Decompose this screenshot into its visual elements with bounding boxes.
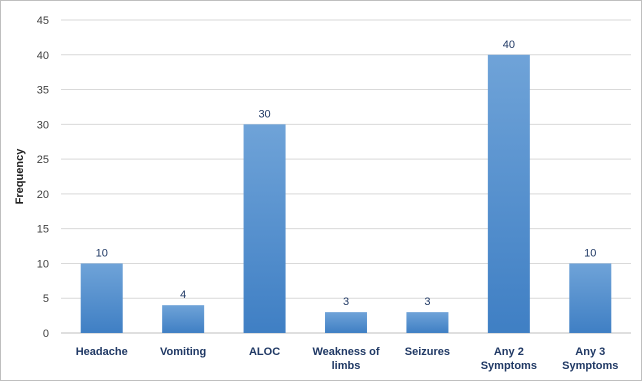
bar bbox=[487, 54, 530, 334]
category-label: Weakness of bbox=[312, 346, 379, 358]
category-label: ALOC bbox=[249, 346, 280, 358]
category-label: Symptoms bbox=[481, 360, 537, 372]
x-axis-categories: Headache Vomiting ALOC Weakness of limbs Seiz… bbox=[76, 346, 619, 372]
y-axis-ticks: 0 5 10 15 20 25 30 35 40 45 bbox=[37, 15, 49, 340]
category-label: Vomiting bbox=[160, 346, 206, 358]
bar bbox=[80, 263, 123, 333]
data-labels: 10 4 30 3 3 40 10 bbox=[96, 39, 597, 308]
category-label: Any 2 bbox=[494, 346, 524, 358]
data-label: 30 bbox=[258, 108, 270, 120]
data-label: 10 bbox=[96, 247, 108, 259]
y-tick-label: 5 bbox=[43, 293, 49, 305]
y-tick-label: 25 bbox=[37, 154, 49, 166]
bar bbox=[162, 305, 205, 333]
category-label: limbs bbox=[332, 360, 361, 372]
y-tick-label: 10 bbox=[37, 258, 49, 270]
data-label: 40 bbox=[503, 39, 515, 51]
category-label: Headache bbox=[76, 346, 128, 358]
data-label: 4 bbox=[180, 289, 186, 301]
y-tick-label: 35 bbox=[37, 85, 49, 97]
y-tick-label: 20 bbox=[37, 189, 49, 201]
data-label: 10 bbox=[584, 247, 596, 259]
y-tick-label: 45 bbox=[37, 15, 49, 27]
y-axis-title: Frequency bbox=[14, 148, 26, 205]
category-label: Symptoms bbox=[562, 360, 618, 372]
data-label: 3 bbox=[424, 296, 430, 308]
y-tick-label: 15 bbox=[37, 224, 49, 236]
y-tick-label: 30 bbox=[37, 119, 49, 131]
bar bbox=[325, 312, 367, 333]
category-label: Any 3 bbox=[575, 346, 605, 358]
bar bbox=[569, 263, 612, 333]
bars bbox=[80, 54, 612, 334]
category-label: Seizures bbox=[405, 346, 450, 358]
bar bbox=[406, 312, 449, 333]
data-label: 3 bbox=[343, 296, 349, 308]
bar bbox=[243, 124, 286, 333]
y-tick-label: 0 bbox=[43, 328, 49, 340]
y-tick-label: 40 bbox=[37, 50, 49, 62]
gridlines bbox=[61, 19, 631, 334]
